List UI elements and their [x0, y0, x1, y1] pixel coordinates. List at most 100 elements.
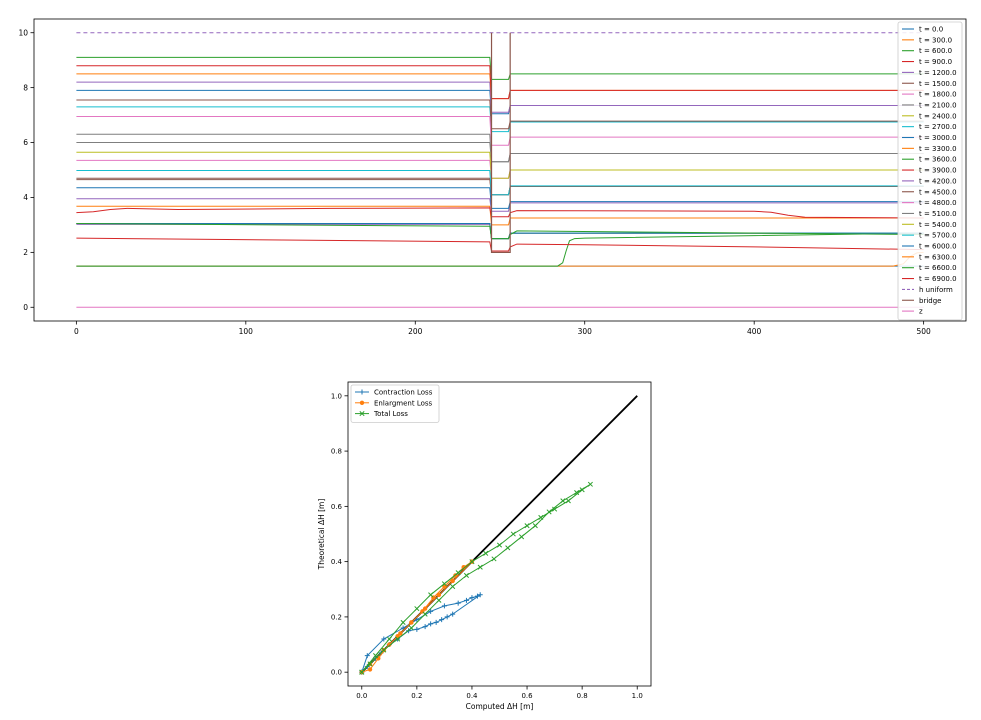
data-point — [450, 611, 456, 617]
series-line — [76, 133, 924, 163]
data-point — [436, 597, 442, 603]
legend-label: t = 2100.0 — [919, 101, 957, 109]
y-tick-label: 0.0 — [331, 669, 342, 677]
data-point — [505, 545, 511, 551]
data-point — [387, 642, 392, 647]
data-point — [474, 593, 480, 599]
legend-label: t = 2700.0 — [919, 123, 957, 131]
y-tick-label: 6 — [23, 138, 28, 147]
data-point — [381, 647, 387, 653]
data-point — [483, 550, 489, 556]
y-tick-label: 0.6 — [331, 503, 343, 511]
x-tick-label: 0.0 — [356, 692, 367, 700]
data-point — [359, 669, 365, 675]
data-point — [414, 606, 420, 612]
data-point — [579, 487, 585, 493]
x-tick-label: 0.2 — [411, 692, 422, 700]
data-point — [400, 625, 406, 631]
data-point — [477, 592, 483, 598]
series-line — [76, 198, 924, 212]
data-point — [381, 636, 387, 642]
series-line — [76, 151, 924, 179]
chart2-frame — [347, 381, 652, 687]
x-tick-label: 100 — [239, 327, 254, 336]
data-point — [428, 621, 434, 627]
profile-line — [76, 81, 924, 113]
legend-label: Total Loss — [373, 410, 408, 418]
legend-label: z — [919, 308, 923, 316]
legend-label: t = 3600.0 — [919, 156, 957, 164]
data-point — [359, 400, 365, 405]
legend-label: t = 5100.0 — [919, 210, 957, 218]
data-point — [455, 570, 461, 576]
y-tick-label: 0.2 — [331, 613, 342, 621]
legend-label: t = 6900.0 — [919, 275, 957, 283]
profile-line — [76, 106, 924, 133]
x-tick-label: 300 — [578, 327, 593, 336]
legend-label: t = 6600.0 — [919, 264, 957, 272]
data-point — [450, 583, 456, 590]
legend-label: Contraction Loss — [374, 389, 433, 397]
data-point — [538, 514, 544, 520]
data-point — [444, 614, 450, 620]
legend-label: t = 6300.0 — [919, 253, 957, 261]
data-point — [560, 498, 566, 504]
y-tick-label: 2 — [23, 248, 28, 257]
data-point — [428, 608, 434, 614]
x-tick-label: 0 — [74, 327, 79, 336]
legend-label: t = 5400.0 — [919, 221, 957, 229]
data-point — [491, 556, 497, 562]
x-tick-label: 0.8 — [577, 692, 588, 700]
x-tick-label: 1.0 — [632, 692, 643, 700]
y-tick-label: 8 — [23, 83, 28, 92]
data-point — [587, 481, 593, 487]
y-tick-label: 0.4 — [331, 558, 343, 566]
data-point — [400, 619, 406, 625]
data-point — [359, 411, 365, 417]
series-line — [76, 56, 924, 80]
data-point — [433, 619, 439, 625]
legend-label: t = 6000.0 — [919, 243, 957, 251]
data-point — [367, 661, 373, 667]
data-point — [477, 564, 483, 570]
series-line — [76, 170, 924, 196]
head-loss-comparison-chart: 0.0 0.2 0.4 0.6 0.8 1.0 0.0 0.2 0.4 0.6 0.8 1.0 Comp… — [317, 381, 652, 711]
y-tick-label: 0.8 — [331, 448, 342, 456]
legend-label: t = 4200.0 — [919, 177, 957, 185]
chart1-legend: t = 0.0 t = 300.0 t = 600.0 t = 900.0 t = 12… — [897, 21, 963, 321]
data-point — [436, 592, 442, 597]
legend-label: Enlargment Loss — [374, 399, 433, 407]
x-tick-label: 500 — [916, 327, 931, 336]
legend-label: t = 5700.0 — [919, 232, 957, 240]
data-point — [455, 600, 461, 606]
data-point — [469, 595, 475, 601]
chart1-plot-area — [76, 32, 924, 308]
x-axis-label: Computed ΔH [m] — [466, 702, 534, 711]
data-point — [428, 592, 434, 598]
legend-label: t = 1800.0 — [919, 91, 957, 99]
data-point — [496, 542, 503, 548]
data-point — [574, 489, 580, 496]
chart2-legend: Contraction Loss Enlargment Loss Total Los… — [350, 384, 440, 423]
data-point — [552, 506, 558, 512]
legend-label: t = 300.0 — [919, 36, 952, 44]
data-point — [463, 572, 469, 579]
x-tick-label: 0.4 — [466, 692, 478, 700]
data-point — [386, 636, 392, 642]
data-point — [422, 606, 428, 611]
legend-label: t = 0.0 — [919, 26, 943, 34]
legend-label: t = 2400.0 — [919, 112, 957, 120]
y-tick-label: 1.0 — [331, 392, 342, 400]
legend-label: t = 1200.0 — [919, 69, 957, 77]
data-point — [367, 667, 373, 672]
legend-label: t = 900.0 — [919, 58, 952, 66]
legend-label: t = 600.0 — [919, 47, 952, 55]
profile-line — [76, 116, 924, 146]
data-point — [510, 531, 516, 537]
bridge-line — [490, 32, 511, 253]
y-axis-label: Theoretical ΔH [m] — [317, 499, 326, 571]
legend-box — [350, 384, 440, 423]
series-line — [76, 187, 924, 209]
